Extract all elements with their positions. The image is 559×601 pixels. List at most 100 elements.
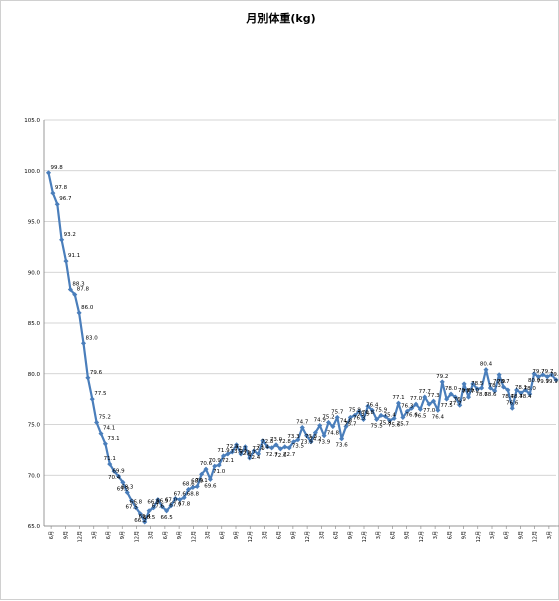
data-point — [77, 310, 82, 315]
x-tick-label: 3月 — [206, 531, 212, 539]
data-label: 67.8 — [178, 502, 191, 508]
x-tick-label: 12月 — [305, 531, 311, 542]
data-label: 74.1 — [103, 426, 115, 432]
x-tick-label: 9月 — [63, 531, 69, 539]
data-label: 80.4 — [480, 362, 493, 368]
x-tick-label: 9月 — [405, 531, 411, 539]
data-label: 77.1 — [392, 395, 404, 401]
x-tick-label: 9月 — [462, 531, 468, 539]
data-label: 73.9 — [318, 440, 331, 446]
data-label: 73.3 — [287, 434, 300, 440]
data-label: 70.9 — [209, 458, 222, 464]
data-label: 86.0 — [81, 305, 94, 311]
data-label: 67.6 — [174, 492, 187, 498]
x-tick-label: 12月 — [134, 531, 140, 542]
data-point — [90, 397, 95, 402]
data-label: 75.7 — [344, 421, 357, 427]
data-label: 78.5 — [471, 381, 484, 387]
data-label: 76.9 — [454, 397, 467, 403]
y-tick-label: 100.0 — [24, 169, 40, 175]
data-label: 74.7 — [296, 420, 309, 426]
x-tick-label: 9月 — [348, 531, 354, 539]
data-label: 75.4 — [384, 412, 397, 418]
y-tick-label: 80.0 — [28, 372, 41, 378]
data-label: 71.0 — [213, 469, 226, 475]
x-tick-label: 3月 — [376, 531, 382, 539]
x-tick-label: 9月 — [120, 531, 126, 539]
data-point — [483, 367, 488, 372]
data-labels: 99.897.896.793.291.188.387.886.083.079.6… — [51, 165, 559, 524]
data-label: 73.6 — [336, 443, 349, 449]
data-label: 96.7 — [59, 196, 72, 202]
x-tick-label: 3月 — [92, 531, 98, 539]
x-tick-label: 3月 — [149, 531, 155, 539]
data-label: 72.7 — [283, 452, 296, 458]
data-label: 77.5 — [94, 391, 107, 397]
data-label: 79.9 — [546, 379, 559, 385]
x-tick-label: 6月 — [277, 531, 283, 539]
data-label: 87.8 — [77, 287, 90, 293]
data-label: 73.1 — [107, 436, 119, 442]
data-label: 69.6 — [204, 483, 217, 489]
data-label: 78.0 — [445, 386, 458, 392]
data-label: 78.6 — [484, 392, 497, 398]
data-point — [510, 406, 515, 411]
x-tick-label: 6月 — [163, 531, 169, 539]
data-point — [497, 372, 502, 377]
gridlines — [44, 120, 556, 526]
x-tick-label: 9月 — [234, 531, 240, 539]
x-tick-label: 3月 — [319, 531, 325, 539]
x-tick-label: 6月 — [49, 531, 55, 539]
data-point — [85, 375, 90, 380]
data-label: 69.9 — [112, 468, 125, 474]
data-label: 79.6 — [90, 370, 103, 376]
data-label: 83.0 — [86, 335, 99, 341]
data-label: 68.8 — [187, 491, 200, 497]
data-label: 70.4 — [108, 475, 121, 481]
data-label: 66.8 — [130, 500, 143, 506]
x-tick-label: 3月 — [433, 531, 439, 539]
x-tick-label: 12月 — [78, 531, 84, 542]
y-tick-label: 75.0 — [28, 423, 41, 429]
data-label: 66.5 — [161, 515, 174, 521]
data-label: 72.1 — [222, 458, 234, 464]
data-label: 66.5 — [143, 515, 156, 521]
data-point — [440, 379, 445, 384]
x-tick-label: 9月 — [518, 531, 524, 539]
data-label: 78.0 — [524, 386, 537, 392]
x-tick-label: 12月 — [191, 531, 197, 542]
y-tick-label: 85.0 — [28, 321, 41, 327]
data-label: 91.1 — [68, 253, 80, 259]
x-tick-label: 9月 — [177, 531, 183, 539]
y-tick-label: 70.0 — [28, 473, 41, 479]
data-label: 76.3 — [401, 403, 414, 409]
data-label: 76.8 — [362, 410, 375, 416]
data-label: 74.8 — [327, 431, 340, 437]
data-label: 73.4 — [257, 445, 270, 451]
y-tick-label: 95.0 — [28, 220, 41, 226]
x-tick-label: 12月 — [248, 531, 254, 542]
x-tick-label: 3月 — [547, 531, 553, 539]
data-label: 75.7 — [331, 409, 344, 415]
x-tick-label: 12月 — [533, 531, 539, 542]
data-label: 75.7 — [397, 421, 410, 427]
data-point — [81, 341, 86, 346]
x-tick-label: 12月 — [419, 531, 425, 542]
series-line — [49, 173, 557, 522]
data-label: 72.4 — [248, 455, 261, 461]
data-label: 68.3 — [121, 485, 134, 491]
y-tick-label: 90.0 — [28, 270, 41, 276]
y-tick-label: 65.0 — [28, 524, 41, 530]
data-point — [212, 464, 217, 469]
x-tick-label: 6月 — [447, 531, 453, 539]
x-axis: 6月 9月 12月 3月 6月 9月 12月 3月 6月 9月 12月 3月 6月 9月 12月 3月 6月 9月… — [44, 526, 559, 542]
data-point — [63, 259, 68, 264]
data-point — [466, 395, 471, 400]
x-tick-label: 6月 — [390, 531, 396, 539]
x-tick-label: 9月 — [291, 531, 297, 539]
data-point — [59, 237, 64, 242]
data-label: 97.8 — [55, 185, 68, 191]
x-tick-label: 12月 — [362, 531, 368, 542]
